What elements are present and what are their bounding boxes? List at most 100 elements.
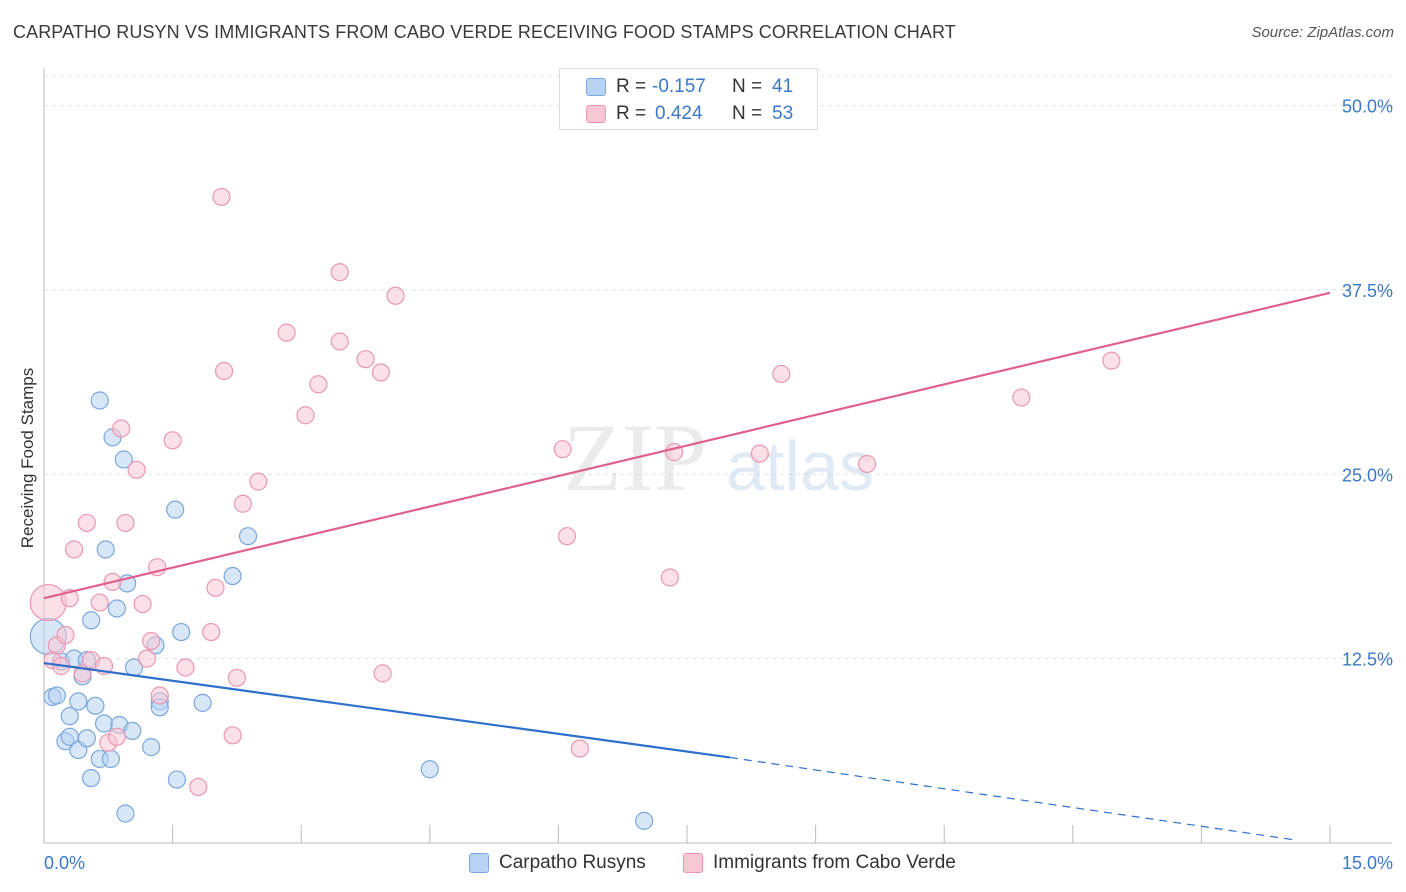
- x-tick-label: 15.0%: [1342, 853, 1393, 873]
- source-credit: Source: ZipAtlas.com: [1251, 24, 1394, 41]
- point-cabo-verde: [163, 431, 182, 450]
- watermark: ZIP atlas: [563, 404, 874, 511]
- point-cabo-verde: [309, 375, 328, 394]
- point-cabo-verde: [330, 263, 349, 282]
- point-cabo-verde: [206, 578, 225, 597]
- legend-r-label: R =: [616, 103, 647, 124]
- point-cabo-verde: [77, 513, 96, 533]
- point-carpatho-rusyn: [69, 692, 88, 711]
- point-cabo-verde: [330, 332, 349, 351]
- point-carpatho-rusyn: [123, 721, 142, 741]
- point-carpatho-rusyn: [60, 707, 79, 726]
- point-carpatho-rusyn: [193, 693, 212, 712]
- legend-n-label: N =: [732, 103, 763, 124]
- point-cabo-verde: [64, 540, 84, 559]
- point-cabo-verde: [277, 323, 296, 342]
- point-cabo-verde: [356, 350, 375, 369]
- y-tick-label: 50.0%: [1342, 97, 1393, 117]
- point-carpatho-rusyn: [96, 540, 115, 559]
- point-cabo-verde: [116, 513, 135, 533]
- point-cabo-verde: [189, 777, 208, 797]
- correlation-legend: R = -0.157 N = 41 R = 0.424 N = 53: [559, 68, 818, 130]
- point-carpatho-rusyn: [238, 527, 258, 546]
- point-cabo-verde: [223, 726, 242, 745]
- point-cabo-verde: [857, 454, 877, 474]
- point-cabo-verde: [772, 364, 791, 384]
- point-cabo-verde: [373, 664, 392, 683]
- point-cabo-verde: [386, 286, 405, 305]
- point-carpatho-rusyn: [166, 500, 185, 519]
- point-cabo-verde: [1102, 351, 1121, 370]
- trend-line-extension: [729, 756, 1296, 841]
- tick-label-layer: 12.5% 25.0% 37.5% 50.0% 0.0% 15.0%: [44, 97, 1393, 874]
- legend-n-value: 53: [772, 103, 794, 124]
- point-carpatho-rusyn: [101, 749, 120, 769]
- point-cabo-verde: [90, 593, 109, 612]
- y-axis-title: Receiving Food Stamps: [18, 367, 37, 549]
- point-cabo-verde: [249, 472, 268, 491]
- point-cabo-verde: [227, 668, 246, 687]
- point-cabo-verde: [107, 727, 126, 746]
- point-carpatho-rusyn: [82, 768, 101, 788]
- point-carpatho-rusyn: [635, 811, 654, 830]
- watermark-atlas: atlas: [726, 427, 874, 505]
- points-layer: [29, 187, 1121, 830]
- point-carpatho-rusyn: [420, 760, 439, 779]
- y-tick-label: 25.0%: [1342, 465, 1393, 485]
- point-carpatho-rusyn: [223, 566, 242, 586]
- legend-r-label: R =: [616, 76, 647, 97]
- point-carpatho-rusyn: [77, 729, 96, 748]
- point-cabo-verde: [150, 686, 169, 705]
- trend-layer: [43, 291, 1331, 841]
- point-cabo-verde: [214, 361, 234, 381]
- series-label-rusyn: Carpatho Rusyns: [499, 852, 646, 873]
- series-swatch-blue: [469, 853, 489, 873]
- axis-layer: [43, 68, 1392, 844]
- y-tick-label: 12.5%: [1342, 650, 1393, 670]
- legend-swatch-blue: [586, 78, 606, 96]
- point-cabo-verde: [212, 187, 231, 207]
- legend-swatch-pink: [586, 105, 606, 123]
- point-cabo-verde: [750, 444, 769, 463]
- y-tick-label: 37.5%: [1342, 281, 1393, 301]
- point-cabo-verde: [137, 649, 156, 668]
- point-cabo-verde: [133, 594, 152, 614]
- point-cabo-verde: [202, 622, 221, 642]
- point-cabo-verde: [557, 527, 577, 546]
- point-cabo-verde: [233, 494, 253, 513]
- point-cabo-verde: [553, 440, 572, 459]
- point-cabo-verde: [371, 363, 391, 382]
- point-cabo-verde: [660, 568, 679, 587]
- point-carpatho-rusyn: [90, 391, 109, 410]
- x-tick-label: 0.0%: [44, 853, 85, 873]
- trend-line-cabo-verde: [43, 291, 1331, 600]
- point-cabo-verde: [1012, 388, 1031, 407]
- point-carpatho-rusyn: [86, 696, 105, 715]
- grid-layer: [44, 75, 1392, 660]
- series-label-caboverde: Immigrants from Cabo Verde: [713, 852, 956, 873]
- point-carpatho-rusyn: [47, 686, 66, 705]
- chart-title: CARPATHO RUSYN VS IMMIGRANTS FROM CABO V…: [13, 22, 956, 42]
- point-cabo-verde: [570, 739, 589, 758]
- point-carpatho-rusyn: [107, 599, 126, 618]
- point-carpatho-rusyn: [116, 804, 135, 823]
- series-swatch-pink: [683, 853, 703, 873]
- point-cabo-verde: [176, 658, 195, 677]
- legend-r-value: 0.424: [655, 103, 703, 124]
- point-cabo-verde: [112, 419, 131, 438]
- legend-n-label: N =: [732, 76, 763, 97]
- point-carpatho-rusyn: [142, 738, 161, 757]
- point-carpatho-rusyn: [94, 714, 114, 733]
- legend-r-value: -0.157: [652, 76, 706, 97]
- trend-line-carpatho-rusyn: [43, 661, 731, 759]
- point-cabo-verde: [142, 631, 161, 651]
- point-cabo-verde: [296, 406, 315, 425]
- point-cabo-verde: [56, 625, 75, 645]
- point-cabo-verde: [29, 583, 67, 622]
- point-carpatho-rusyn: [82, 611, 101, 630]
- point-carpatho-rusyn: [167, 770, 186, 789]
- legend-n-value: 41: [772, 76, 794, 97]
- point-carpatho-rusyn: [172, 622, 191, 642]
- point-carpatho-rusyn: [114, 450, 133, 469]
